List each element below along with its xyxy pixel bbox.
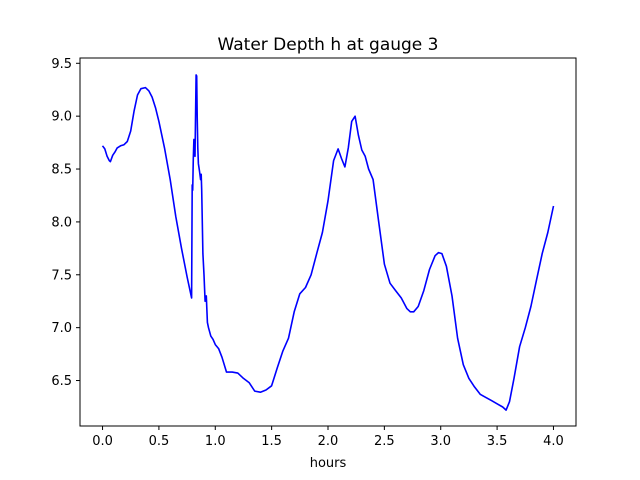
plot-area — [101, 74, 555, 411]
y-tick-label: 9.5 — [51, 57, 72, 72]
y-tick-label: 7.0 — [51, 321, 72, 336]
x-axis: 0.0 0.5 1.0 1.5 2.0 2.5 3.0 3.5 4.0 — [92, 426, 564, 449]
y-tick-label: 7.5 — [51, 268, 72, 283]
x-tick-label: 0.0 — [92, 434, 113, 449]
x-tick-label: 2.5 — [374, 434, 395, 449]
y-tick-label: 9.0 — [51, 110, 72, 125]
x-tick-label: 2.0 — [318, 434, 339, 449]
x-tick-label: 0.5 — [149, 434, 170, 449]
x-tick-label: 1.5 — [261, 434, 282, 449]
y-tick-label: 8.5 — [51, 163, 72, 178]
x-tick-label: 3.0 — [430, 434, 451, 449]
chart-title: Water Depth h at gauge 3 — [218, 35, 439, 55]
y-axis: 6.5 7.0 7.5 8.0 8.5 9.0 9.5 — [51, 57, 80, 389]
series-line-0 — [101, 74, 555, 411]
y-tick-label: 6.5 — [51, 374, 72, 389]
x-tick-label: 1.0 — [205, 434, 226, 449]
x-axis-label: hours — [310, 456, 347, 471]
x-tick-label: 4.0 — [543, 434, 564, 449]
y-tick-label: 8.0 — [51, 215, 72, 230]
plot-frame — [79, 57, 577, 427]
x-tick-label: 3.5 — [487, 434, 508, 449]
